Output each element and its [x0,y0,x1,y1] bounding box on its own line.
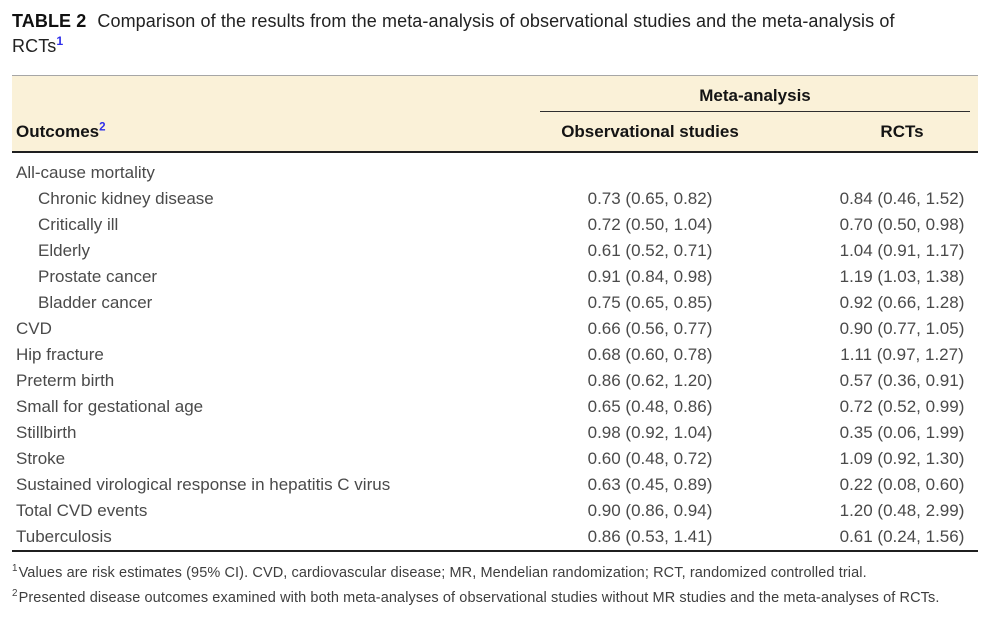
rct-value-cell: 1.04 (0.91, 1.17) [839,241,965,260]
outcomes-footnote-marker: 2 [99,120,106,133]
outcome-cell: All-cause mortality [16,163,155,182]
footnote-2-marker: 2 [12,588,18,600]
table-row: Critically ill 0.72 (0.50, 1.04) 0.70 (0.5… [12,212,978,238]
table-row: Elderly 0.61 (0.52, 0.71) 1.04 (0.91, 1.17… [12,238,978,264]
footnote-1-marker: 1 [12,563,18,575]
rct-column-header: RCTs [760,112,978,153]
observational-value-cell: 0.66 (0.56, 0.77) [587,319,713,338]
table-row: Chronic kidney disease 0.73 (0.65, 0.82) 0… [12,186,978,212]
table-row: Stillbirth 0.98 (0.92, 1.04) 0.35 (0.06, 1… [12,420,978,446]
meta-analysis-label: Meta-analysis [540,86,970,112]
footnotes: 1Values are risk estimates (95% CI). CVD… [12,561,978,611]
outcome-cell: Elderly [38,241,90,260]
observational-value-cell: 0.75 (0.65, 0.85) [587,293,713,312]
table-row: CVD 0.66 (0.56, 0.77) 0.90 (0.77, 1.05) [12,316,978,342]
table-row: Tuberculosis 0.86 (0.53, 1.41) 0.61 (0.24,… [12,524,978,552]
outcome-cell: Total CVD events [16,501,148,520]
table-row: Sustained virological response in hepati… [12,472,978,498]
outcomes-column-header: Outcomes2 [12,112,540,153]
observational-value-cell: 0.90 (0.86, 0.94) [587,501,713,520]
outcome-cell: CVD [16,319,52,338]
rct-value-cell: 0.72 (0.52, 0.99) [839,397,965,416]
table-row: Stroke 0.60 (0.48, 0.72) 1.09 (0.92, 1.30) [12,446,978,472]
outcome-cell: Preterm birth [16,371,115,390]
outcomes-header-label: Outcomes [16,121,100,141]
table-row: All-cause mortality [12,152,978,186]
observational-value-cell: 0.91 (0.84, 0.98) [587,267,713,286]
footnote-1: 1Values are risk estimates (95% CI). CVD… [12,561,978,586]
rct-value-cell: 0.61 (0.24, 1.56) [760,524,978,552]
rct-value-cell: 0.90 (0.77, 1.05) [839,319,965,338]
outcome-cell: Prostate cancer [38,267,158,286]
table-row: Total CVD events 0.90 (0.86, 0.94) 1.20 (0… [12,498,978,524]
observational-value-cell [540,152,760,186]
title-footnote-marker: 1 [56,34,64,48]
footnote-1-text: Values are risk estimates (95% CI). CVD,… [18,565,867,581]
observational-value-cell: 0.86 (0.62, 1.20) [587,371,713,390]
table-caption-text: Comparison of the results from the meta-… [12,11,895,56]
rct-value-cell: 1.19 (1.03, 1.38) [839,267,965,286]
outcome-cell: Hip fracture [16,345,104,364]
observational-value-cell: 0.86 (0.53, 1.41) [540,524,760,552]
outcome-cell: Small for gestational age [16,397,204,416]
observational-value-cell: 0.98 (0.92, 1.04) [587,423,713,442]
table-title: TABLE 2 Comparison of the results from th… [12,9,905,59]
table-number-label: TABLE 2 [12,11,87,31]
outcome-cell: Bladder cancer [38,293,153,312]
group-header-row: Meta-analysis [12,76,978,113]
table-row: Bladder cancer 0.75 (0.65, 0.85) 0.92 (0.6… [12,290,978,316]
rct-value-cell: 0.84 (0.46, 1.52) [839,189,965,208]
table-row: Small for gestational age 0.65 (0.48, 0.8… [12,394,978,420]
outcome-cell: Chronic kidney disease [38,189,214,208]
rct-value-cell: 0.57 (0.36, 0.91) [839,371,965,390]
rct-value-cell: 1.09 (0.92, 1.30) [839,449,965,468]
rct-value-cell: 1.11 (0.97, 1.27) [840,345,964,364]
observational-value-cell: 0.73 (0.65, 0.82) [587,189,713,208]
table-body: All-cause mortality Chronic kidney diseas… [12,152,978,552]
observational-value-cell: 0.65 (0.48, 0.86) [587,397,713,416]
comparison-table: Meta-analysis Outcomes2 Observational st… [12,75,978,552]
outcome-cell: Tuberculosis [12,524,540,552]
outcome-cell: Stillbirth [16,423,77,442]
table-row: Preterm birth 0.86 (0.62, 1.20) 0.57 (0.36… [12,368,978,394]
observational-value-cell: 0.61 (0.52, 0.71) [587,241,713,260]
observational-value-cell: 0.63 (0.45, 0.89) [587,475,713,494]
footnote-2: 2Presented disease outcomes examined wit… [12,586,978,611]
observational-value-cell: 0.72 (0.50, 1.04) [587,215,713,234]
rct-value-cell [760,152,978,186]
outcome-cell: Stroke [16,449,66,468]
empty-header-cell [12,76,540,113]
observational-column-header: Observational studies [540,112,760,153]
rct-value-cell: 0.70 (0.50, 0.98) [839,215,965,234]
column-header-row: Outcomes2 Observational studies RCTs [12,112,978,153]
table-row: Prostate cancer 0.91 (0.84, 0.98) 1.19 (1.… [12,264,978,290]
paper-page: TABLE 2 Comparison of the results from th… [12,9,978,611]
meta-analysis-header-cell: Meta-analysis [540,76,978,112]
footnote-2-text: Presented disease outcomes examined with… [18,590,940,606]
rct-value-cell: 0.22 (0.08, 0.60) [839,475,965,494]
observational-value-cell: 0.60 (0.48, 0.72) [587,449,713,468]
table-row: Hip fracture 0.68 (0.60, 0.78) 1.11 (0.97,… [12,342,978,368]
outcome-cell: Critically ill [38,215,119,234]
table-header: Meta-analysis Outcomes2 Observational st… [12,75,978,153]
rct-value-cell: 0.35 (0.06, 1.99) [839,423,965,442]
observational-value-cell: 0.68 (0.60, 0.78) [587,345,713,364]
rct-value-cell: 0.92 (0.66, 1.28) [839,293,965,312]
outcome-cell: Sustained virological response in hepati… [16,475,391,494]
rct-value-cell: 1.20 (0.48, 2.99) [839,501,965,520]
